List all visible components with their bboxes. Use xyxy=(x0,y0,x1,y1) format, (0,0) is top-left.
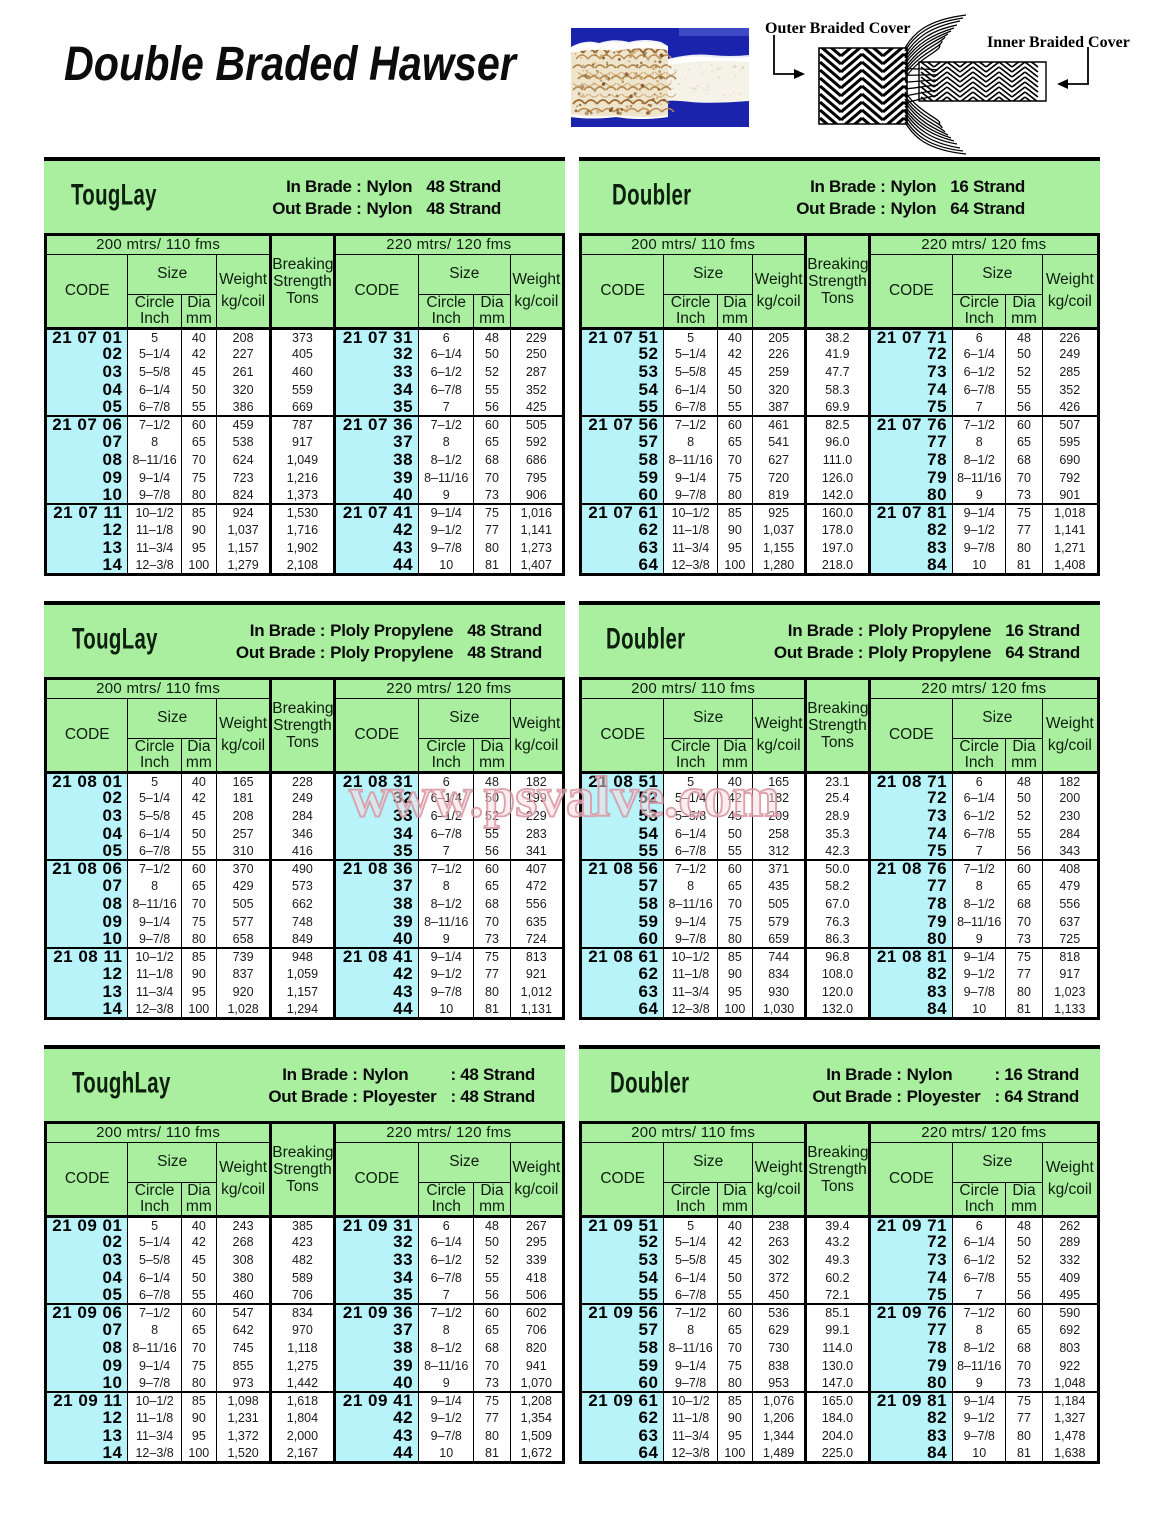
svg-text:Inner Braided Cover: Inner Braided Cover xyxy=(987,34,1130,51)
svg-text:Outer Braided Cover: Outer Braided Cover xyxy=(765,20,910,37)
